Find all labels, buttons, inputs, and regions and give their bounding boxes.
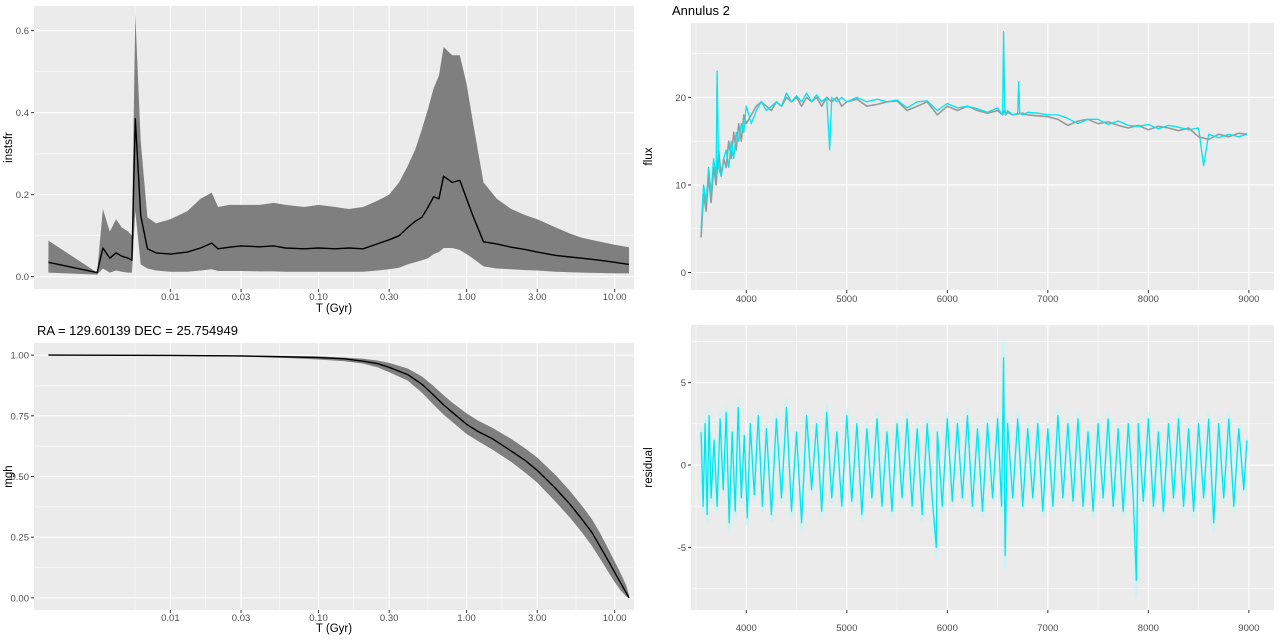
x-axis-title: T (Gyr) <box>316 623 352 635</box>
x-tick-label: 8000 <box>1138 623 1159 634</box>
x-tick-label: 1.00 <box>457 613 476 624</box>
series-line-median <box>48 118 630 274</box>
y-tick-label: 5 <box>681 378 686 389</box>
y-tick-label: 1.00 <box>11 351 30 362</box>
series-line-residual <box>700 357 1248 581</box>
y-axis-title: instsfr <box>3 132 15 163</box>
y-tick-label: 0.0 <box>16 272 29 283</box>
x-tick-label: 7000 <box>1037 623 1058 634</box>
y-axis-title: residual <box>643 447 655 487</box>
x-tick-label: 7000 <box>1037 294 1058 305</box>
y-tick-label: 0.50 <box>11 472 30 483</box>
x-tick-label: 1.00 <box>457 292 476 303</box>
x-tick-label: 0.10 <box>309 613 328 624</box>
y-tick-label: 0.25 <box>11 533 30 544</box>
x-tick-label: 10.00 <box>603 292 627 303</box>
x-tick-label: 6000 <box>937 623 958 634</box>
panel-title-mgh: RA = 129.60139 DEC = 25.754949 <box>37 323 238 338</box>
panel-background <box>691 23 1274 290</box>
y-axis-title: mgh <box>3 465 15 487</box>
x-axis-title: T (Gyr) <box>316 303 352 315</box>
panel-mgh: 0.01 0.03 0.10 0.30 1.00 3.00 10.00 0.00 0.25 0.5… <box>3 343 634 635</box>
y-tick-label: 20 <box>675 93 686 104</box>
y-tick-label: 0.00 <box>11 593 30 604</box>
x-tick-label: 0.30 <box>380 292 399 303</box>
y-tick-label: 10 <box>675 180 686 191</box>
y-tick-label: 0.2 <box>16 190 29 201</box>
x-tick-label: 9000 <box>1238 623 1259 634</box>
x-tick-label: 3.00 <box>528 292 547 303</box>
x-tick-label: 5000 <box>836 623 857 634</box>
y-tick-label: 0 <box>681 461 686 472</box>
y-tick-label: 0 <box>681 268 686 279</box>
x-tick-label: 4000 <box>736 294 757 305</box>
panel-title-flux: Annulus 2 <box>672 3 730 18</box>
panel-residual: 4000 5000 6000 7000 8000 9000 -5 0 5 residual <box>643 325 1274 634</box>
y-tick-label: 0.75 <box>11 411 30 422</box>
panel-instsfr: 0.01 0.03 0.10 0.30 1.00 3.00 10.00 0.0 0.2 0.4 0.… <box>3 6 634 315</box>
x-tick-label: 0.01 <box>161 613 180 624</box>
x-tick-label: 5000 <box>836 294 857 305</box>
x-tick-label: 0.10 <box>309 292 328 303</box>
uncertainty-band <box>48 14 629 275</box>
x-tick-label: 6000 <box>937 294 958 305</box>
x-tick-label: 0.03 <box>232 292 251 303</box>
x-tick-label: 0.03 <box>232 613 251 624</box>
panel-flux: 4000 5000 6000 7000 8000 9000 0 10 20 flux <box>643 23 1274 305</box>
x-tick-label: 10.00 <box>603 613 627 624</box>
y-axis-title: flux <box>643 147 655 165</box>
x-tick-label: 0.01 <box>161 292 180 303</box>
y-tick-label: 0.4 <box>16 108 29 119</box>
x-tick-label: 9000 <box>1238 294 1259 305</box>
y-tick-label: -5 <box>678 543 686 554</box>
x-tick-label: 8000 <box>1138 294 1159 305</box>
x-tick-label: 4000 <box>736 623 757 634</box>
series-line-model <box>700 31 1248 229</box>
x-tick-label: 3.00 <box>528 613 547 624</box>
y-tick-label: 0.6 <box>16 26 29 37</box>
series-line-median <box>48 354 630 599</box>
x-tick-label: 0.30 <box>380 613 399 624</box>
